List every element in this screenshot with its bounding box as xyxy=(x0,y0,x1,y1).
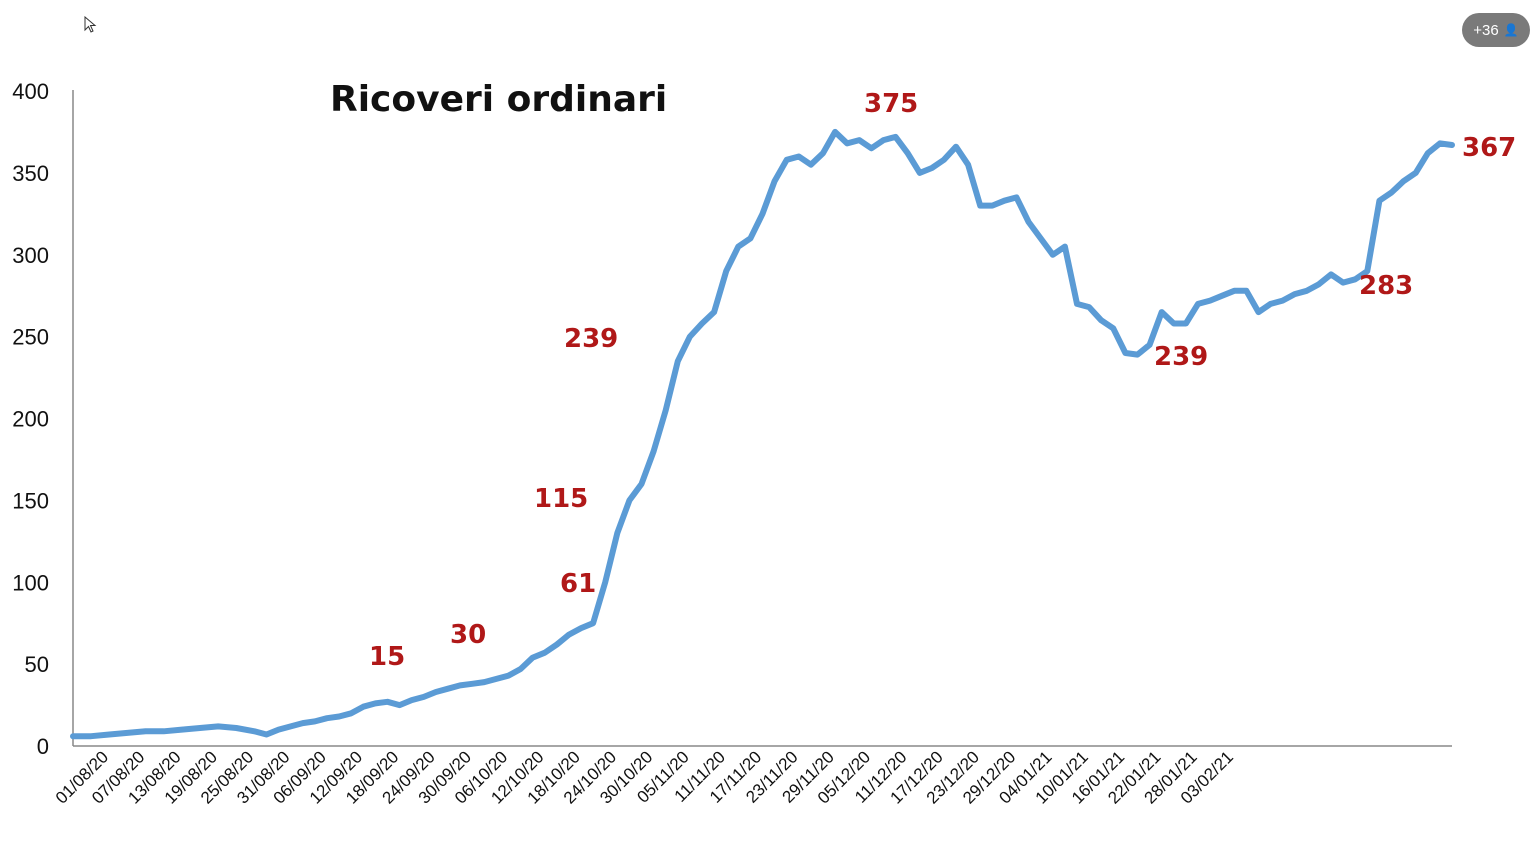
y-tick-label: 100 xyxy=(12,570,49,595)
mouse-pointer-icon xyxy=(84,16,97,33)
annotation-283: 283 xyxy=(1359,271,1413,301)
annotation-last-367: 367 xyxy=(1462,133,1516,163)
annotation-61: 61 xyxy=(560,569,596,599)
y-tick-label: 0 xyxy=(37,734,49,759)
participants-count: +36 xyxy=(1473,21,1499,39)
chart-title: Ricoveri ordinari xyxy=(330,79,667,120)
y-tick-label: 400 xyxy=(12,79,49,104)
y-tick-label: 350 xyxy=(12,161,49,186)
annotations-group: 375 367 239 283 239 115 61 30 15 xyxy=(369,89,1516,672)
y-tick-label: 250 xyxy=(12,325,49,350)
annotation-30: 30 xyxy=(450,620,486,650)
annotation-trough-239: 239 xyxy=(1154,342,1208,372)
y-tick-label: 50 xyxy=(25,652,49,677)
annotation-115: 115 xyxy=(534,484,588,514)
x-axis-ticks: 01/08/2007/08/2013/08/2019/08/2025/08/20… xyxy=(52,747,1237,807)
annotation-239-left: 239 xyxy=(564,324,618,354)
y-axis-ticks: 0 50 100 150 200 250 300 350 400 xyxy=(12,79,49,759)
participants-badge[interactable]: +36 👤 xyxy=(1462,13,1530,47)
annotation-15: 15 xyxy=(369,642,405,672)
y-tick-label: 200 xyxy=(12,407,49,432)
person-icon: 👤 xyxy=(1503,23,1519,37)
series-group xyxy=(70,128,1455,740)
annotation-peak-375: 375 xyxy=(864,89,918,119)
y-tick-label: 300 xyxy=(12,243,49,268)
y-tick-label: 150 xyxy=(12,488,49,513)
series-line xyxy=(70,128,1455,740)
